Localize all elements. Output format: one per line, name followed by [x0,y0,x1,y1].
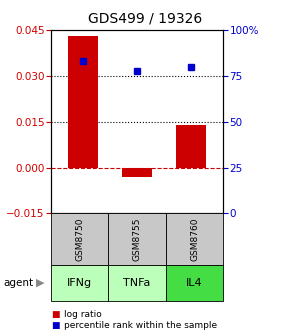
Text: percentile rank within the sample: percentile rank within the sample [64,322,217,330]
Text: GDS499 / 19326: GDS499 / 19326 [88,12,202,26]
Text: GSM8760: GSM8760 [190,218,199,261]
Bar [176,125,206,168]
Text: agent: agent [3,278,33,288]
Bar [68,36,98,168]
Text: ■: ■ [51,310,59,319]
Text: IFNg: IFNg [67,278,92,288]
Text: ▶: ▶ [36,278,44,288]
Text: GSM8755: GSM8755 [133,218,142,261]
Bar [122,168,152,177]
Text: GSM8750: GSM8750 [75,218,84,261]
Text: IL4: IL4 [186,278,203,288]
Text: ■: ■ [51,322,59,330]
Text: log ratio: log ratio [64,310,102,319]
Text: TNFa: TNFa [123,278,151,288]
